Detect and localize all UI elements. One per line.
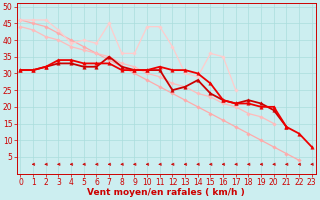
X-axis label: Vent moyen/en rafales ( km/h ): Vent moyen/en rafales ( km/h ) [87, 188, 245, 197]
